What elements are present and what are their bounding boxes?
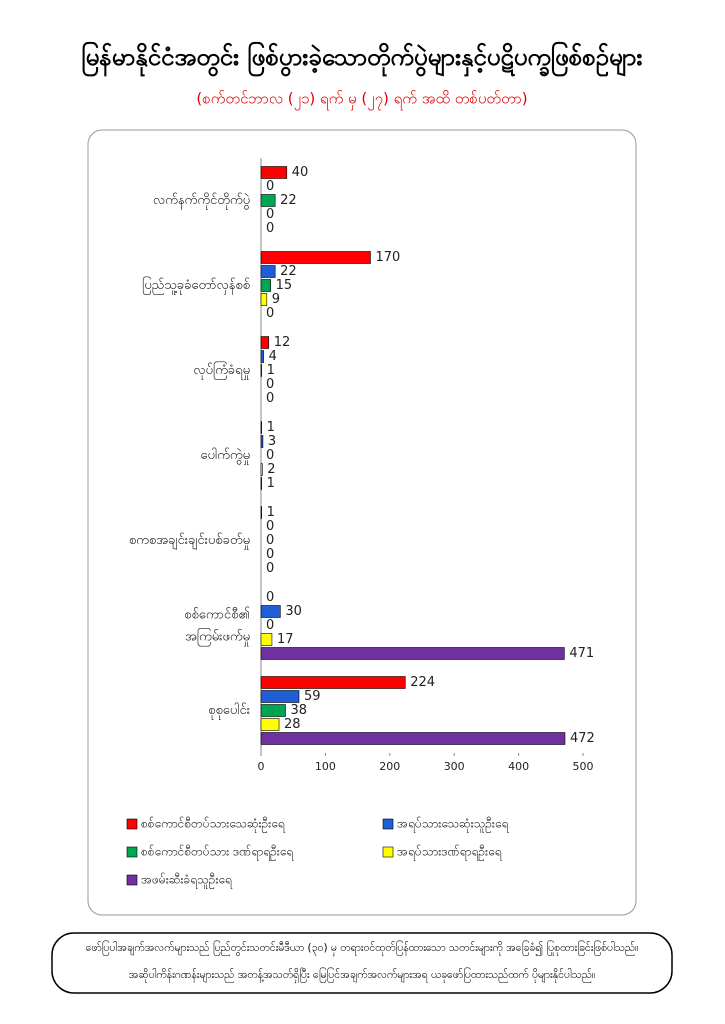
data-label: 0 bbox=[266, 547, 274, 562]
data-label: 0 bbox=[266, 533, 274, 548]
data-label: 0 bbox=[266, 306, 274, 321]
legend-label: စစ်ကောင်စီတပ်သားသေဆုံးဦးရေ bbox=[141, 816, 285, 834]
x-tick-label: 400 bbox=[508, 760, 529, 773]
data-label: 224 bbox=[410, 675, 435, 690]
bar bbox=[260, 293, 268, 306]
legend-label: အဖမ်းဆီးခံရသူဦးရေ bbox=[141, 872, 232, 890]
data-label: 4 bbox=[269, 349, 277, 364]
bar bbox=[260, 506, 262, 519]
footer-box bbox=[51, 932, 673, 994]
bar bbox=[260, 704, 286, 717]
legend-swatch bbox=[382, 818, 394, 830]
data-label: 3 bbox=[268, 434, 276, 449]
data-label: 0 bbox=[266, 448, 274, 463]
legend-swatch bbox=[382, 846, 394, 858]
category-label: ပေါက်ကွဲမှု bbox=[200, 447, 250, 465]
bar bbox=[260, 463, 263, 476]
data-label: 22 bbox=[280, 264, 297, 279]
bar bbox=[260, 690, 300, 703]
bar bbox=[260, 633, 273, 646]
x-tick-label: 0 bbox=[258, 760, 265, 773]
chart-frame bbox=[87, 129, 637, 916]
x-tick-label: 200 bbox=[379, 760, 400, 773]
bar bbox=[260, 350, 264, 363]
chart-title: မြန်မာနိုင်ငံအတွင်း ဖြစ်ပွားခဲ့သောတိုက်ပ… bbox=[82, 41, 643, 77]
legend-swatch bbox=[126, 846, 138, 858]
bar bbox=[260, 718, 280, 731]
data-label: 0 bbox=[266, 179, 274, 194]
category-label: စစ်ကောင်စီ၏အကြမ်းဖက်မှု bbox=[184, 606, 250, 646]
data-label: 40 bbox=[292, 165, 309, 180]
category-label-line: အကြမ်းဖက်မှု bbox=[185, 627, 250, 646]
bar bbox=[260, 435, 264, 448]
legend-label: အရပ်သားဒဏ်ရာရဦးရေ bbox=[397, 844, 502, 862]
data-label: 1 bbox=[267, 505, 275, 520]
data-label: 0 bbox=[266, 618, 274, 633]
data-label: 1 bbox=[267, 476, 275, 491]
data-label: 0 bbox=[266, 590, 274, 605]
bar bbox=[260, 251, 371, 264]
data-label: 17 bbox=[277, 632, 294, 647]
data-label: 30 bbox=[285, 604, 302, 619]
data-label: 28 bbox=[284, 717, 301, 732]
x-tick-label: 100 bbox=[315, 760, 336, 773]
data-label: 0 bbox=[266, 207, 274, 222]
data-label: 12 bbox=[274, 335, 291, 350]
data-label: 0 bbox=[266, 519, 274, 534]
data-label: 0 bbox=[266, 377, 274, 392]
legend-swatch bbox=[126, 874, 138, 886]
footer-line: ဖော်ပြပါအချက်အလက်များသည် ပြည်တွင်းသတင်းမ… bbox=[86, 940, 639, 956]
bar bbox=[260, 166, 288, 179]
data-label: 59 bbox=[304, 689, 321, 704]
data-label: 38 bbox=[290, 703, 307, 718]
category-label: လုပ်ကြံခံရမှု bbox=[193, 361, 250, 380]
data-label: 0 bbox=[266, 221, 274, 236]
data-label: 22 bbox=[280, 193, 297, 208]
category-label: ပြည်သူ့ခုခံတော်လှန်စစ် bbox=[142, 276, 250, 295]
data-label: 472 bbox=[570, 731, 595, 746]
bar bbox=[260, 265, 276, 278]
legend-label: အရပ်သားသေဆုံးသူဦးရေ bbox=[397, 816, 508, 834]
data-label: 1 bbox=[267, 363, 275, 378]
data-label: 0 bbox=[266, 391, 274, 406]
bar bbox=[260, 336, 270, 349]
bar bbox=[260, 605, 281, 618]
data-label: 170 bbox=[375, 250, 400, 265]
bar bbox=[260, 676, 406, 689]
bar bbox=[260, 279, 271, 292]
category-label: စကစအချင်းချင်းပစ်ခတ်မှု bbox=[129, 532, 250, 550]
footer-line: အဆိုပါကိန်းဂဏန်းများသည် အတန့်အသတ်ရှိပြီး… bbox=[129, 967, 595, 983]
data-label: 471 bbox=[569, 646, 594, 661]
bar bbox=[260, 421, 262, 434]
category-label: စုစုပေါင်း bbox=[208, 702, 250, 720]
bar bbox=[260, 194, 276, 207]
category-label: လက်နက်ကိုင်တိုက်ပွဲ bbox=[153, 192, 250, 210]
chart-subtitle: (စက်တင်ဘာလ (၂၁) ရက် မှ (၂၇) ရက် အထိ တစ်ပ… bbox=[196, 90, 527, 111]
data-label: 15 bbox=[276, 278, 293, 293]
data-label: 2 bbox=[267, 462, 275, 477]
data-label: 9 bbox=[272, 292, 280, 307]
bar bbox=[260, 364, 262, 377]
data-label: 1 bbox=[267, 420, 275, 435]
x-tick-label: 500 bbox=[573, 760, 594, 773]
legend-label: စစ်ကောင်စီတပ်သား ဒဏ်ရာရဦးရေ bbox=[141, 844, 293, 862]
legend-swatch bbox=[126, 818, 138, 830]
category-label-line: စစ်ကောင်စီ၏ bbox=[184, 606, 250, 622]
data-label: 0 bbox=[266, 561, 274, 576]
bar bbox=[260, 647, 565, 660]
bar bbox=[260, 732, 566, 745]
bar bbox=[260, 477, 262, 490]
x-tick-label: 300 bbox=[444, 760, 465, 773]
